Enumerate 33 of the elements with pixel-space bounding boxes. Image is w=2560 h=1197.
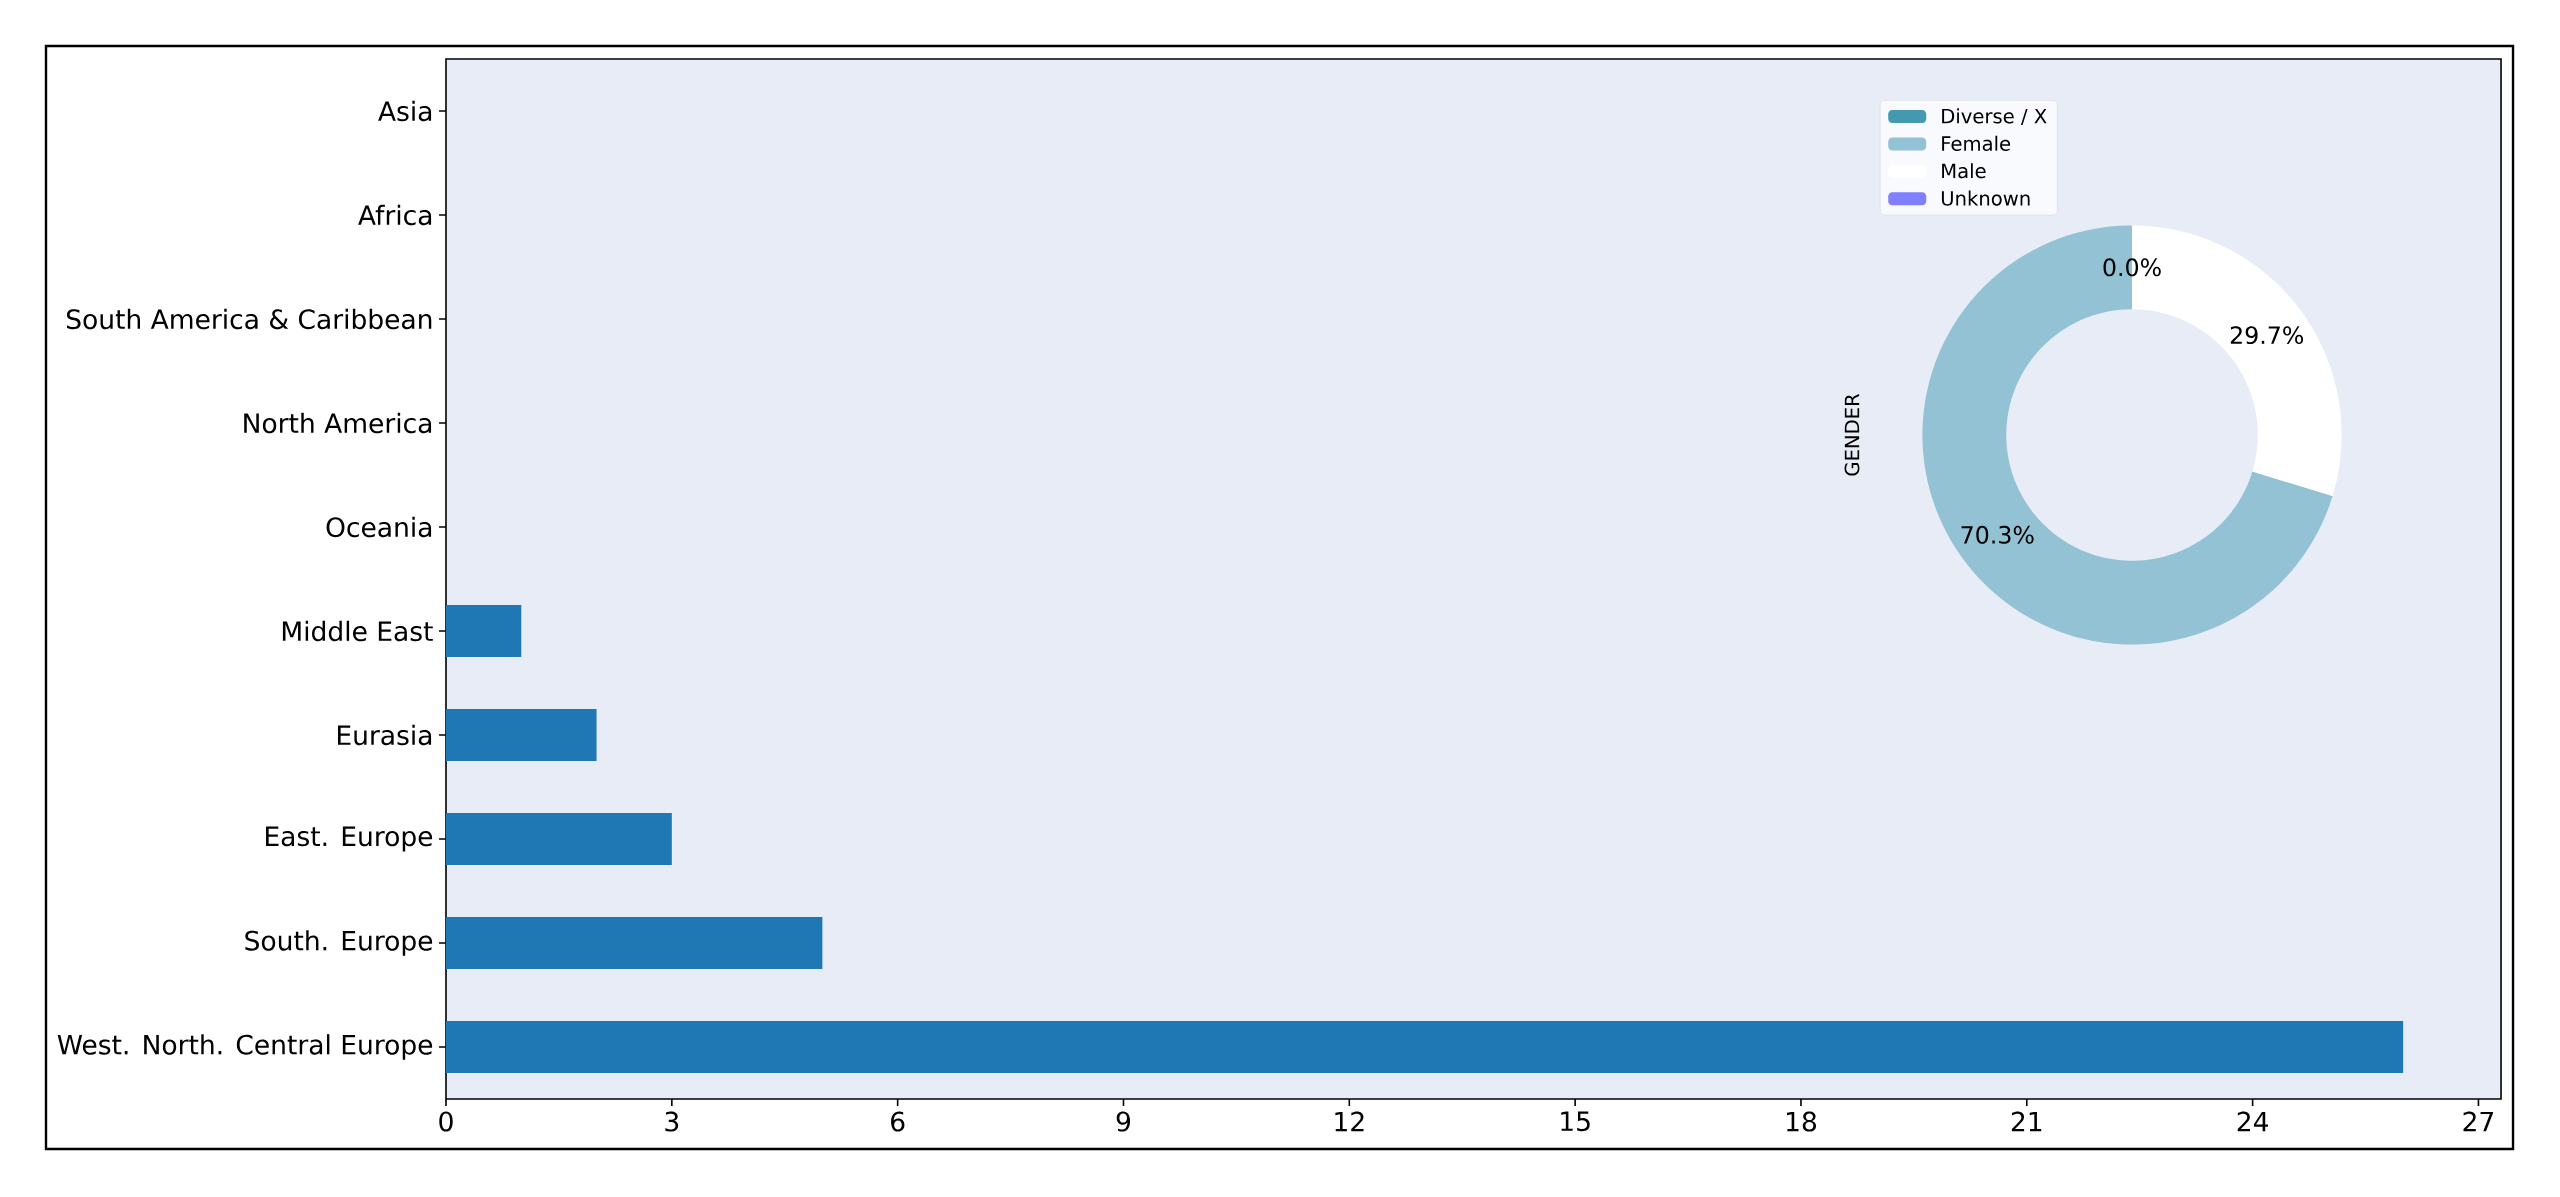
x-tick-label: 3 xyxy=(665,1111,679,1132)
y-tick-label: Africa xyxy=(358,204,432,226)
bar xyxy=(446,604,522,657)
bar xyxy=(446,1021,2404,1074)
y-tick-label: Eurasia xyxy=(337,724,432,746)
legend-label: Female xyxy=(1942,135,2011,151)
text: GENDER xyxy=(1844,393,1860,476)
y-tick-label: Oceania xyxy=(326,516,432,538)
legend-label: Unknown xyxy=(1941,190,2030,206)
legend-label: Diverse / X xyxy=(1942,108,2047,126)
data-label: 70.3% xyxy=(1961,525,2034,544)
x-tick-label: 27 xyxy=(2463,1111,2494,1132)
bar xyxy=(446,709,597,761)
text: 0.0% xyxy=(2103,258,2161,277)
y-tick-label: East. Europe xyxy=(266,826,433,852)
x-tick-label: 6 xyxy=(891,1111,905,1132)
y-tick-label: Asia xyxy=(378,100,432,122)
x-tick-label: 21 xyxy=(2011,1111,2042,1132)
x-tick-label: 12 xyxy=(1335,1111,1364,1132)
bar xyxy=(446,813,672,865)
x-tick-label: 18 xyxy=(1787,1111,1817,1132)
x-tick-label: 15 xyxy=(1561,1111,1590,1132)
y-tick-label: South. Europe xyxy=(245,930,433,956)
x-tick-label: 0 xyxy=(439,1111,453,1132)
x-tick-label: 9 xyxy=(1116,1111,1131,1132)
y-tick-label: Middle East xyxy=(282,620,433,642)
bar xyxy=(446,917,823,970)
x-tick-label: 24 xyxy=(2237,1111,2268,1132)
y-tick-label: West. North. Central Europe xyxy=(57,1034,433,1060)
y-tick-label: North America xyxy=(244,412,432,434)
data-label: 29.7% xyxy=(2230,326,2304,345)
legend-label: Male xyxy=(1942,163,1986,179)
y-tick-label: South America & Caribbean xyxy=(66,308,432,330)
